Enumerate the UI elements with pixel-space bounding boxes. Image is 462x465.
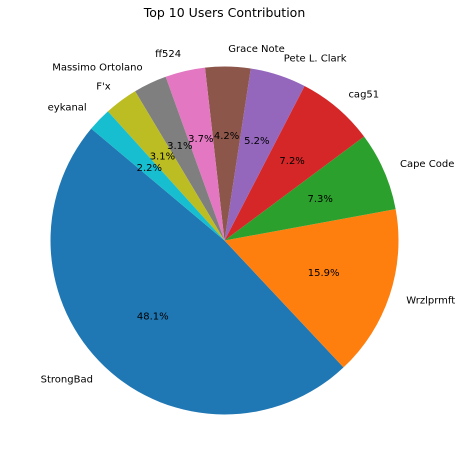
slice-label-strongbad: StrongBad [41,375,93,386]
pie-slice-pete-l-clark [224,68,305,241]
slice-label-wrzlprmft: Wrzlprmft [406,295,455,306]
chart-title: Top 10 Users Contribution [143,5,306,20]
slice-label-ff524: ff524 [155,49,181,60]
pie-slice-wrzlprmft [224,209,399,368]
pie-slice-eykanal [91,111,225,241]
slice-label-massimo-ortolano: Massimo Ortolano [52,63,142,74]
percent-label-pete-l-clark: 5.2% [244,136,269,147]
pie-slice-massimo-ortolano [135,76,225,241]
slice-label-cag51: cag51 [348,90,379,101]
labels-layer: StrongBad Wrzlprmft Cape Code cag51 Pete L. … [41,44,456,385]
percent-label-f-x: 3.1% [150,152,175,163]
pie-slice-grace-note [204,66,251,241]
percent-label-ff524: 3.7% [188,134,213,145]
slice-label-f-x: F'x [96,82,111,93]
percent-label-strongbad: 48.1% [137,311,169,322]
pie-slice-cag51 [224,86,365,241]
percent-label-grace-note: 4.2% [214,131,239,142]
slice-label-cape-code: Cape Code [400,159,454,170]
percent-label-wrzlprmft: 15.9% [308,268,340,279]
slice-label-grace-note: Grace Note [228,44,284,55]
percent-label-massimo-ortolano: 3.1% [167,141,192,152]
pie-slice-f-x [107,91,225,241]
percent-label-cape-code: 7.3% [308,194,333,205]
slice-label-pete-l-clark: Pete L. Clark [284,54,347,65]
pie-slice-ff524 [165,67,225,241]
pie-slice-cape-code [224,136,396,241]
pie-slice-strongbad [50,128,344,415]
percent-label-cag51: 7.2% [279,156,304,167]
slices-layer [50,66,399,415]
percent-labels-layer: 48.1%15.9%7.3%7.2%5.2%4.2%3.7%3.1%3.1%2.… [137,131,340,322]
percent-label-eykanal: 2.2% [137,163,162,174]
slice-label-eykanal: eykanal [48,103,87,114]
